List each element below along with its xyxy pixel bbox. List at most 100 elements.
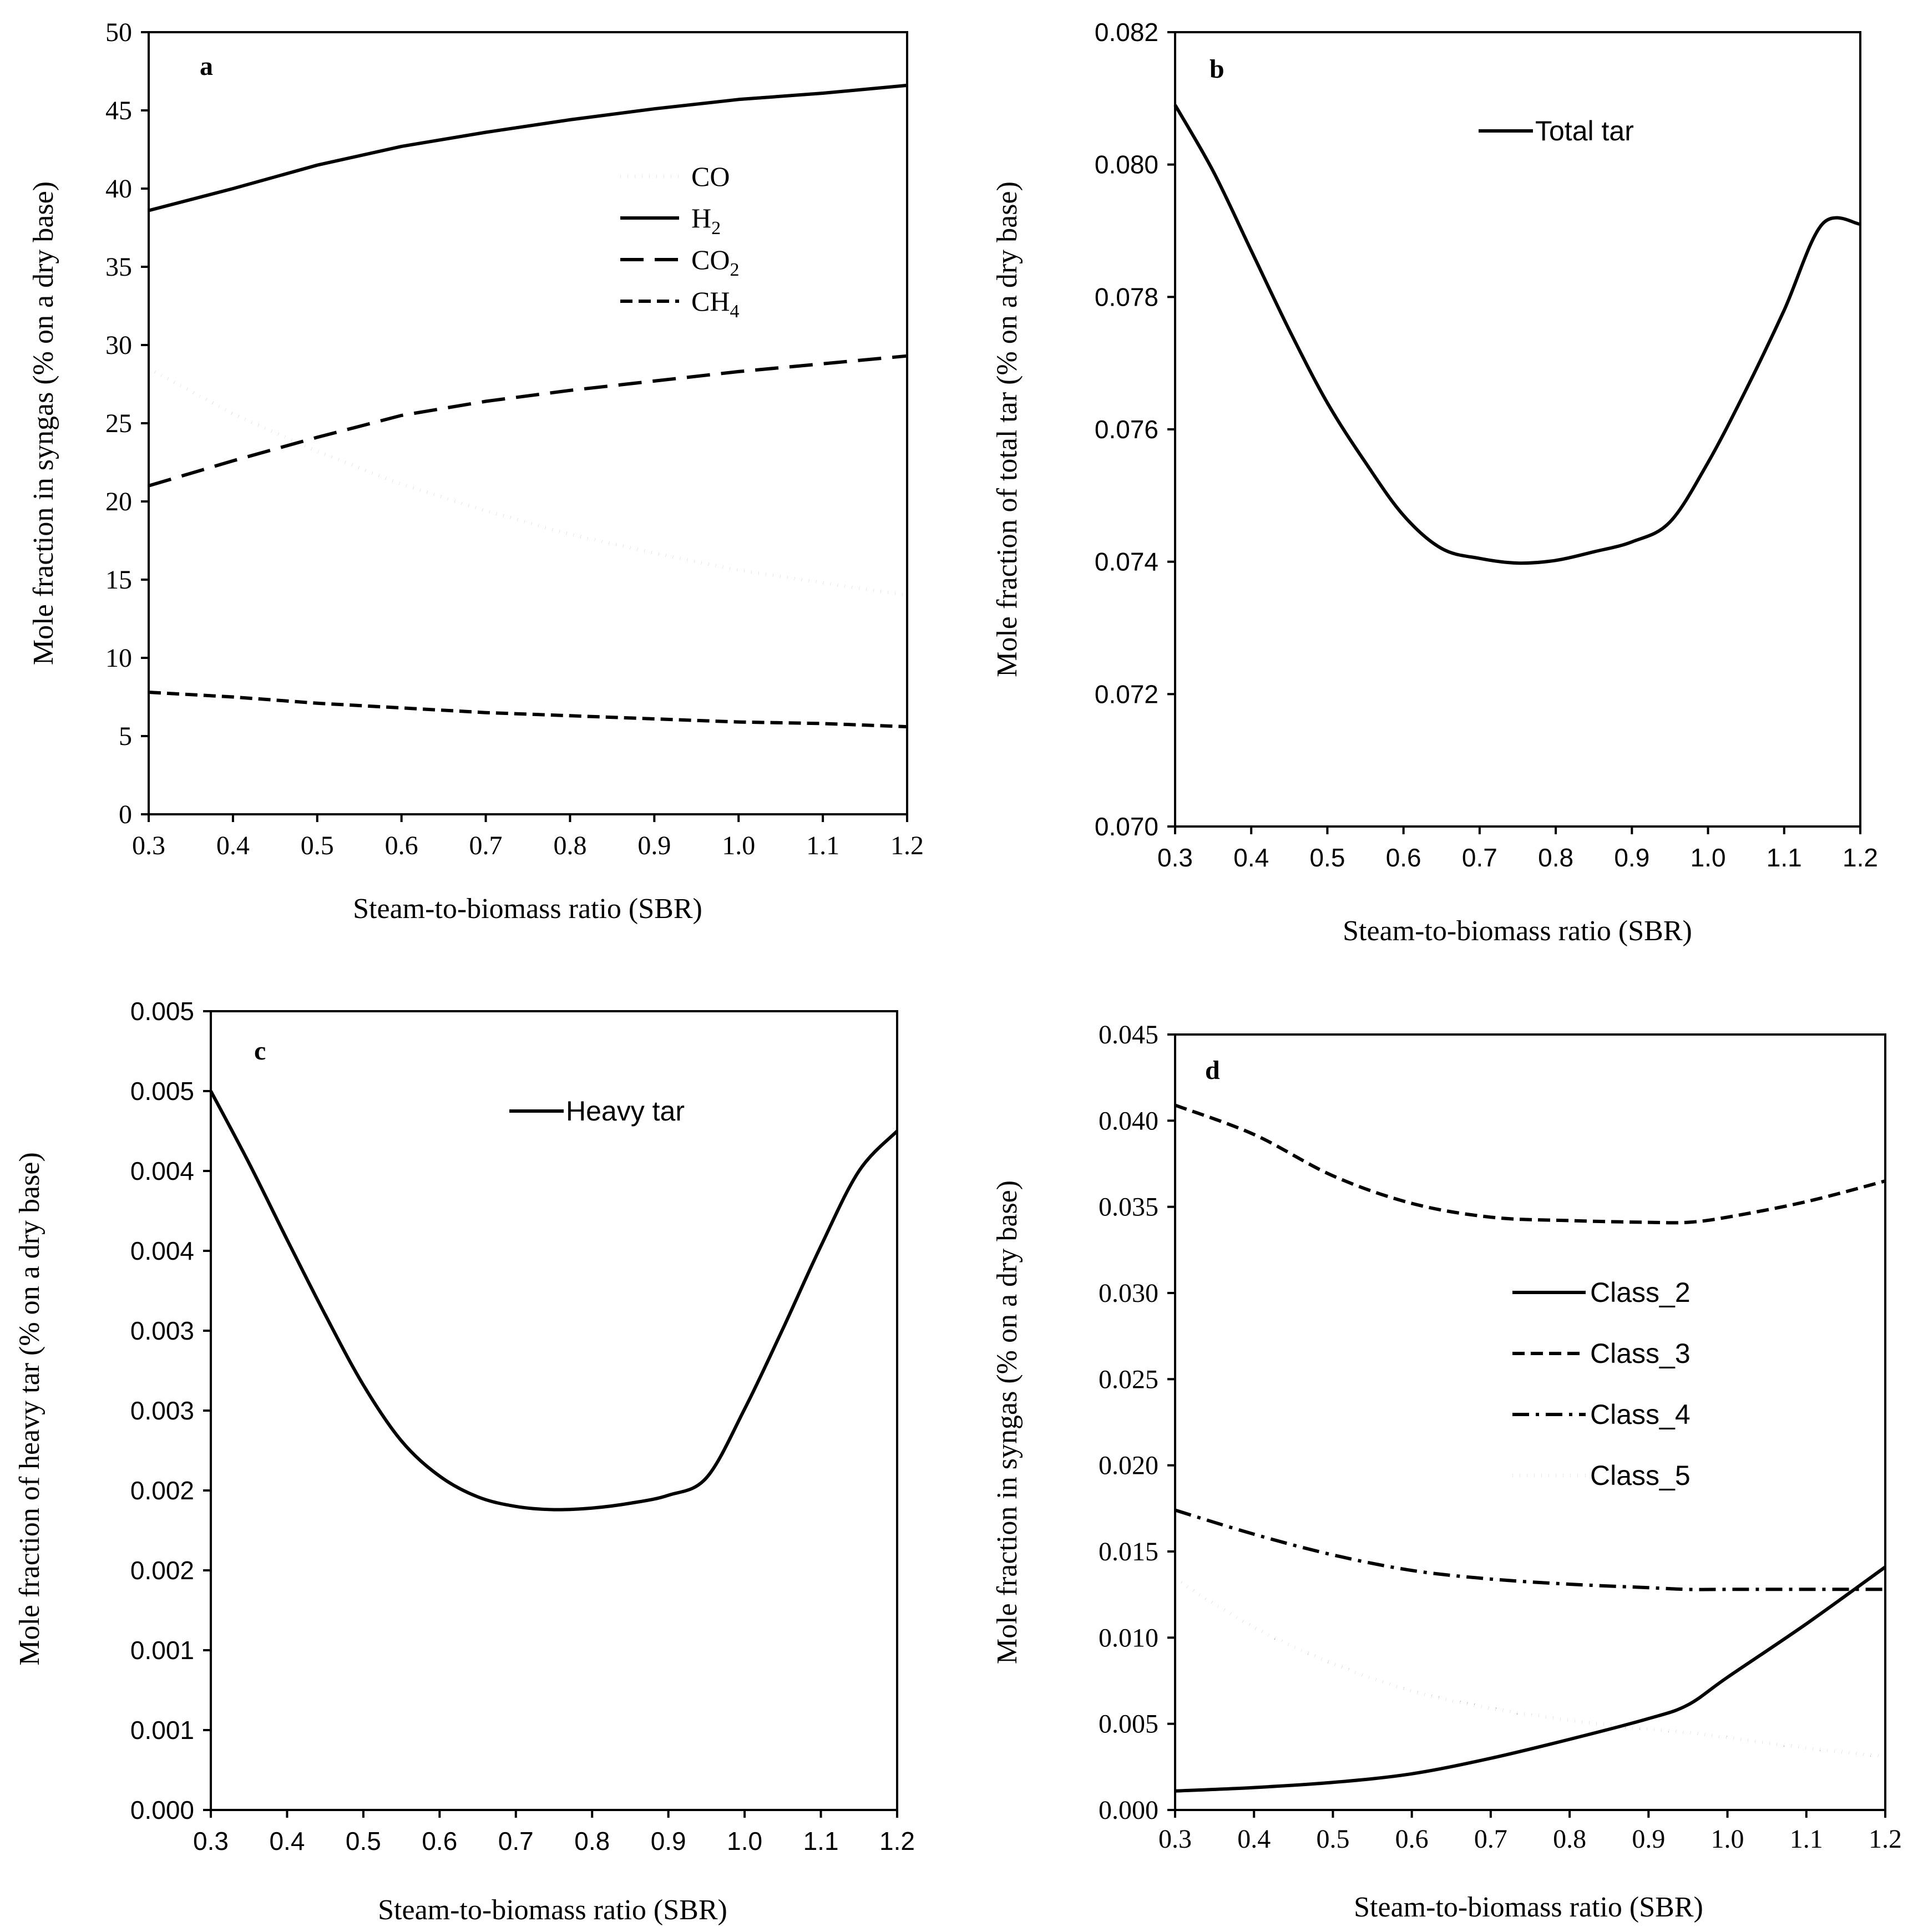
x-tick-label: 0.8 <box>574 1827 610 1855</box>
series-line-class-2 <box>1175 1565 1886 1793</box>
series-line-class-3 <box>1174 1103 1886 1225</box>
series-lines-c <box>209 1090 899 1512</box>
y-tick-label: 45 <box>105 96 132 125</box>
series-line-co <box>148 367 908 597</box>
y-tick-label: 0.003 <box>130 1396 194 1425</box>
x-tick-label: 0.5 <box>1309 843 1345 872</box>
y-axis-title-a: Mole fraction in syngas (% on a dry base… <box>28 181 59 665</box>
x-axis-title-a: Steam-to-biomass ratio (SBR) <box>353 893 702 925</box>
y-tick-label: 0.002 <box>130 1556 194 1585</box>
y-tick-label: 0.030 <box>1099 1279 1158 1308</box>
y-tick-label: 0.015 <box>1099 1537 1158 1566</box>
y-tick-label: 0.020 <box>1099 1451 1158 1480</box>
y-tick-label: 0.005 <box>130 1077 194 1106</box>
y-axis-title-b: Mole fraction of total tar (% on a dry b… <box>991 181 1023 677</box>
y-tick-label: 0.076 <box>1095 415 1158 444</box>
panel-letter-b: b <box>1209 54 1224 84</box>
legend-d: Class_2 Class_3 Class_4 Class_5 <box>1512 1277 1691 1491</box>
x-tick-label: 0.5 <box>346 1827 381 1855</box>
x-tick-label: 1.1 <box>1767 843 1802 872</box>
y-tick-label: 0.005 <box>130 997 194 1026</box>
legend-entry-class-4: Class_4 <box>1512 1399 1691 1430</box>
x-tick-label: 1.2 <box>879 1827 915 1855</box>
panel-c: c 0.3 0.4 0.5 0.6 0.7 0.8 0.9 1.0 1.1 1.2 0.000 0.0… <box>14 997 915 1926</box>
y-tick-label: 40 <box>105 174 132 204</box>
x-tick-label: 0.6 <box>1395 1824 1429 1854</box>
y-tick-label: 10 <box>105 643 132 673</box>
x-tick-label: 1.1 <box>803 1827 839 1855</box>
y-tick-label: 30 <box>105 331 132 360</box>
x-tick-label: 0.9 <box>1632 1824 1665 1854</box>
y-tick-label: 0.001 <box>130 1636 194 1665</box>
legend-label: CO <box>691 161 730 192</box>
legend-label: Class_4 <box>1590 1399 1691 1430</box>
y-tick-label: 0.010 <box>1099 1623 1158 1652</box>
x-tick-label: 1.1 <box>1790 1824 1823 1854</box>
y-tick-label: 0.078 <box>1095 282 1158 311</box>
y-tick-label: 0.074 <box>1095 547 1158 576</box>
legend-entry-h2: H2 <box>620 202 721 239</box>
y-tick-label: 0.003 <box>130 1316 194 1345</box>
legend-entry-ch4: CH4 <box>620 286 739 322</box>
x-tick-label: 1.0 <box>1711 1824 1744 1854</box>
plot-area-c <box>210 1010 898 1811</box>
x-tick-label: 0.6 <box>422 1827 457 1855</box>
x-tick-label: 0.7 <box>1474 1824 1507 1854</box>
x-tick-label: 1.2 <box>1843 843 1878 872</box>
legend-entry-co: CO <box>620 161 730 192</box>
x-tick-label: 0.4 <box>216 831 250 860</box>
y-tick-label: 0.072 <box>1095 680 1158 708</box>
x-axis-title-c: Steam-to-biomass ratio (SBR) <box>378 1894 727 1926</box>
plot-area-d <box>1174 1033 1886 1811</box>
x-tick-label: 0.8 <box>553 831 586 860</box>
legend-label: CO2 <box>691 244 739 280</box>
panel-d: d 0.3 0.4 0.5 0.6 0.7 0.8 0.9 1.0 1.1 1.2 0.000 0.0… <box>991 1020 1902 1923</box>
series-line-total-tar <box>1173 104 1861 565</box>
legend-label: H2 <box>691 202 721 239</box>
x-axis-title-d: Steam-to-biomass ratio (SBR) <box>1354 1892 1703 1923</box>
panel-b: b 0.3 0.4 0.5 0.6 0.7 0.8 0.9 1.0 1.1 1.2 0.070 0.0… <box>991 18 1878 947</box>
x-tick-label: 0.8 <box>1553 1824 1586 1854</box>
series-lines-d <box>1174 1103 1886 1793</box>
x-tick-label: 0.4 <box>1233 843 1269 872</box>
x-axis-title-b: Steam-to-biomass ratio (SBR) <box>1343 915 1692 947</box>
x-tick-label: 1.0 <box>722 831 755 860</box>
series-line-h2 <box>148 83 908 212</box>
axis-ticks-b: 0.3 0.4 0.5 0.6 0.7 0.8 0.9 1.0 1.1 1.2 0.070 0.072… <box>1095 18 1878 872</box>
y-tick-label: 0.045 <box>1099 1020 1158 1049</box>
y-tick-label: 0.000 <box>130 1796 194 1824</box>
series-line-class-4 <box>1175 1508 1885 1591</box>
legend-a: CO H2 CO2 CH4 <box>620 161 739 322</box>
y-tick-label: 0.002 <box>130 1476 194 1505</box>
x-tick-label: 0.5 <box>1316 1824 1349 1854</box>
series-lines-b <box>1173 104 1861 565</box>
legend-entry-class-2: Class_2 <box>1512 1277 1691 1308</box>
y-tick-label: 50 <box>105 18 132 47</box>
y-tick-label: 25 <box>105 409 132 438</box>
x-tick-label: 0.6 <box>385 831 418 860</box>
panel-a: a 0.3 0.4 0.5 0.6 0.7 0.8 0.9 1.0 1.1 1.2 0 5 10 15 20… <box>28 18 924 925</box>
panel-letter-d: d <box>1205 1056 1220 1085</box>
x-tick-label: 0.3 <box>193 1827 229 1855</box>
series-line-co2 <box>148 354 908 488</box>
x-tick-label: 1.1 <box>806 831 839 860</box>
legend-c: Heavy tar <box>509 1096 685 1127</box>
panel-letter-c: c <box>254 1036 266 1066</box>
y-tick-label: 20 <box>105 487 132 516</box>
x-tick-label: 0.3 <box>1158 1824 1192 1854</box>
x-tick-label: 0.9 <box>651 1827 686 1855</box>
y-tick-label: 5 <box>119 722 132 751</box>
y-tick-label: 0.000 <box>1099 1796 1158 1825</box>
x-tick-label: 1.0 <box>727 1827 762 1855</box>
series-line-ch4 <box>148 691 908 729</box>
y-tick-label: 0.082 <box>1095 18 1158 47</box>
axis-ticks-d: 0.3 0.4 0.5 0.6 0.7 0.8 0.9 1.0 1.1 1.2 0.000 0.005… <box>1099 1020 1902 1854</box>
legend-label: Heavy tar <box>566 1096 685 1127</box>
y-tick-label: 0.035 <box>1099 1193 1158 1222</box>
legend-entry-total-tar: Total tar <box>1479 115 1634 146</box>
x-tick-label: 0.3 <box>132 831 165 860</box>
x-tick-label: 0.3 <box>1157 843 1193 872</box>
y-tick-label: 35 <box>105 252 132 282</box>
series-lines-a <box>148 83 908 729</box>
plot-area-a <box>148 31 908 815</box>
